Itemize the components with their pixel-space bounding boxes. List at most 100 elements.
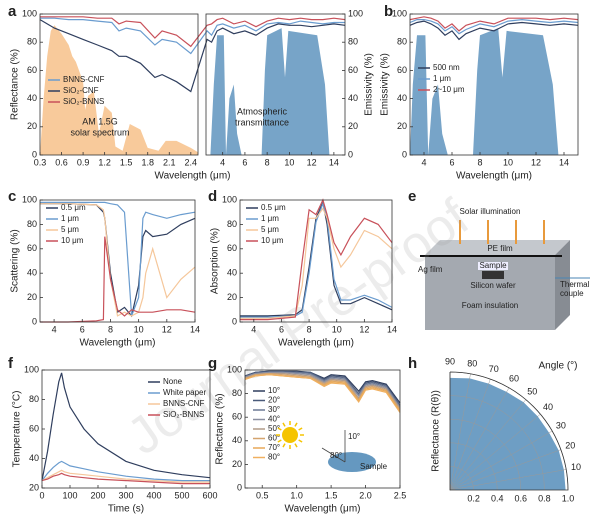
label: Solar illumination <box>460 207 521 216</box>
y-tick-label: 40 <box>232 435 242 445</box>
grid-spoke <box>449 373 471 491</box>
sun-ray <box>277 427 282 431</box>
legend-label: 70° <box>268 443 280 452</box>
y-tick-label: 60 <box>232 412 242 422</box>
x-tick-label: 0.5 <box>256 490 269 500</box>
x-tick-label: 400 <box>146 490 161 500</box>
x-tick-label: 12 <box>531 157 541 167</box>
legend-label: 10 μm <box>61 236 84 245</box>
series-line <box>41 472 210 485</box>
incident-line <box>321 447 346 463</box>
y-tick-label: 0 <box>32 316 37 326</box>
x-tick-label: 4 <box>251 324 256 334</box>
panel-letter: c <box>8 188 16 205</box>
y2-tick-label: 100 <box>348 8 363 18</box>
y-tick-label: 80 <box>27 219 37 229</box>
plot-frame <box>39 13 199 156</box>
angle-tick-label: 90 <box>445 356 455 366</box>
y-tick-label: 60 <box>397 65 407 75</box>
area-label: solar spectrum <box>70 127 129 137</box>
series-line <box>39 19 346 93</box>
panel-letter: a <box>8 3 17 20</box>
x-tick-label: 14 <box>190 324 200 334</box>
x-tick-label: 4 <box>220 157 225 167</box>
x-tick-label: 6 <box>279 324 284 334</box>
y-tick-label: 100 <box>22 194 37 204</box>
r-tick-label: 0.8 <box>538 493 551 503</box>
wafer-rect <box>482 271 504 279</box>
sun-ray <box>294 443 298 448</box>
y-tick-label: 20 <box>232 459 242 469</box>
x-tick-label: 1.0 <box>290 490 303 500</box>
label: Foam insulation <box>462 301 518 310</box>
grid-spoke <box>449 430 553 491</box>
label: couple <box>560 289 584 298</box>
polar-frame <box>449 371 569 491</box>
area <box>40 25 198 155</box>
x-tick-label: 1.8 <box>141 157 154 167</box>
series-line <box>240 198 393 321</box>
y2-tick-label: 60 <box>348 65 358 75</box>
legend-label: 10° <box>268 386 280 395</box>
x-tick-label: 10 <box>332 324 342 334</box>
y-tick-label: 100 <box>24 364 39 374</box>
y-tick-label: 20 <box>227 292 237 302</box>
label: PE film <box>487 244 513 253</box>
panel-letter: b <box>384 3 393 20</box>
series-line <box>41 469 210 483</box>
series-line <box>240 201 393 318</box>
legend-label: None <box>163 377 183 386</box>
legend-label: 5 μm <box>61 225 79 234</box>
x-tick-label: 4 <box>52 324 57 334</box>
label: Ag film <box>418 265 443 274</box>
r-tick-label: 1.0 <box>562 493 575 503</box>
r-tick-label: 0.4 <box>491 493 504 503</box>
x-tick-label: 8 <box>477 157 482 167</box>
x-tick-label: 6 <box>242 157 247 167</box>
y-tick-label: 20 <box>397 121 407 131</box>
x-tick-label: 10 <box>134 324 144 334</box>
area-label: AM 1.5G <box>82 116 118 126</box>
series-line <box>40 201 196 317</box>
sun-arrows <box>459 220 545 244</box>
y2-axis-label: Emissivity (%) <box>364 53 375 116</box>
sample-rect <box>478 262 508 270</box>
plot-frame <box>239 199 393 323</box>
y-tick-label: 100 <box>392 8 407 18</box>
legend-label: 80° <box>268 453 280 462</box>
legend-label: SiO₂-CNF <box>63 86 99 95</box>
series-line <box>40 203 196 317</box>
sun-ray <box>298 427 303 431</box>
y-tick-label: 0 <box>402 149 407 159</box>
legend-label: 1 μm <box>261 214 279 223</box>
series-line <box>244 371 401 409</box>
panel-letter: g <box>208 355 217 372</box>
y2-tick-label: 40 <box>348 93 358 103</box>
angle-tick-label: 40 <box>543 402 553 412</box>
label: Sample <box>479 261 507 270</box>
x-tick-label: 0.9 <box>77 157 90 167</box>
y-tick-label: 60 <box>27 65 37 75</box>
sample-disk <box>328 452 376 472</box>
angle-tick-label: 50 <box>527 386 537 396</box>
y-tick-label: 60 <box>227 243 237 253</box>
angle-tick-label: 60 <box>509 374 519 384</box>
x-axis-label: Wavelength (μm) <box>155 171 231 182</box>
x-tick-label: 10 <box>284 157 294 167</box>
legend-label: 60° <box>268 434 280 443</box>
legend-label: SiO₂-BNNS <box>63 97 104 106</box>
x-tick-label: 0.6 <box>55 157 68 167</box>
legend-label: White paper <box>163 388 206 397</box>
series-line <box>41 460 210 482</box>
x-tick-label: 4 <box>421 157 426 167</box>
plot-frame <box>39 199 196 323</box>
panel-letter: e <box>408 188 416 205</box>
y-tick-label: 20 <box>27 292 37 302</box>
y-axis-label: Scattering (%) <box>10 229 21 292</box>
angle-axis-label: Angle (°) <box>538 361 577 372</box>
legend-label: 0.5 μm <box>61 203 86 212</box>
legend-label: BNNS-CNF <box>163 399 204 408</box>
x-tick-label: 500 <box>174 490 189 500</box>
x-tick-label: 8 <box>265 157 270 167</box>
